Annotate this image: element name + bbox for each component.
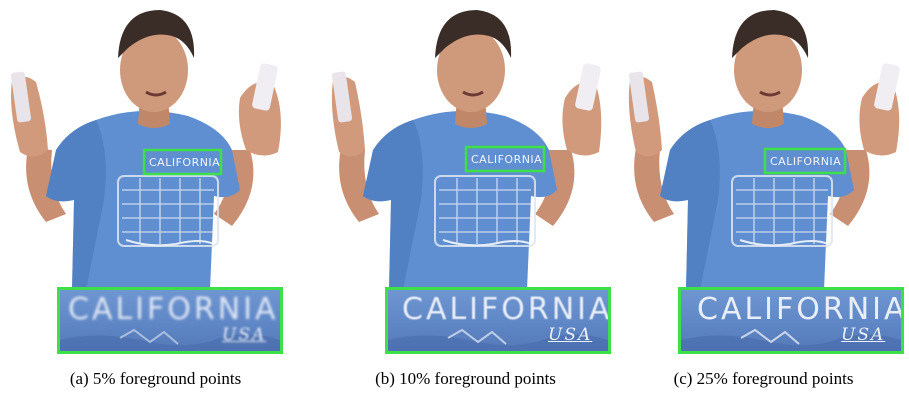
hair <box>435 10 512 58</box>
left-arm <box>634 148 674 222</box>
zoom-inset: CALIFORNIA USA <box>678 287 904 354</box>
caption: (b) 10% foreground points <box>375 369 556 388</box>
face <box>734 28 802 112</box>
zoom-texture <box>388 328 608 351</box>
shirt-text: CALIFORNIA <box>770 155 841 168</box>
face <box>120 28 188 112</box>
shirt-text: CALIFORNIA <box>149 156 220 169</box>
shirt-shadow <box>46 120 106 290</box>
left-arm <box>339 148 379 222</box>
face <box>437 28 505 112</box>
zoom-subtext: USA <box>841 325 886 345</box>
left-phone <box>10 71 32 123</box>
zoom-text: CALIFORNIA <box>697 292 904 327</box>
person-render-a: CALIFORNIA <box>10 10 281 290</box>
hair <box>732 10 809 58</box>
caption: (a) 5% foreground points <box>69 369 242 388</box>
right-phone <box>575 63 601 111</box>
highlight-box <box>142 148 223 176</box>
highlight-box <box>464 145 546 173</box>
zoom-subtext: USA <box>548 325 593 345</box>
zoom-texture <box>681 328 901 351</box>
mouth <box>462 90 484 97</box>
shirt-shadow <box>660 120 720 290</box>
right-phone <box>874 63 900 111</box>
person-render-c: CALIFORNIA <box>628 10 900 290</box>
left-phone <box>331 71 353 123</box>
person-render-b: CALIFORNIA <box>331 10 602 290</box>
hair <box>118 10 195 58</box>
caption: (c) 25% foreground points <box>673 369 854 388</box>
zoom-text: CALIFORNIA <box>68 292 279 327</box>
highlight-box <box>763 147 847 175</box>
left-phone <box>628 71 650 123</box>
shirt-map-print <box>434 175 536 247</box>
left-arm <box>26 148 67 222</box>
zoom-inset: CALIFORNIA USA <box>385 287 611 354</box>
zoom-inset: CALIFORNIA USA <box>57 287 283 354</box>
mouth <box>145 90 167 97</box>
figure-panel-c: CALIFORNIA CALIFORNIA USA (c) 25% foregr… <box>606 0 909 398</box>
shirt-text: CALIFORNIA <box>471 153 542 166</box>
figure-panel-b: CALIFORNIA CALIFORNIA USA (b) 10% foregr… <box>303 0 611 398</box>
mouth <box>759 90 781 97</box>
zoom-subtext: USA <box>222 325 267 345</box>
right-phone <box>252 63 278 111</box>
shirt-shadow <box>363 120 423 290</box>
zoom-text: CALIFORNIA <box>402 292 611 327</box>
zoom-texture <box>60 328 280 351</box>
figure-panel-a: CALIFORNIA CALIFORNIA USA (a) 5% foregro… <box>0 0 303 398</box>
shirt-map-print <box>117 175 219 247</box>
shirt-map-print <box>731 175 833 247</box>
